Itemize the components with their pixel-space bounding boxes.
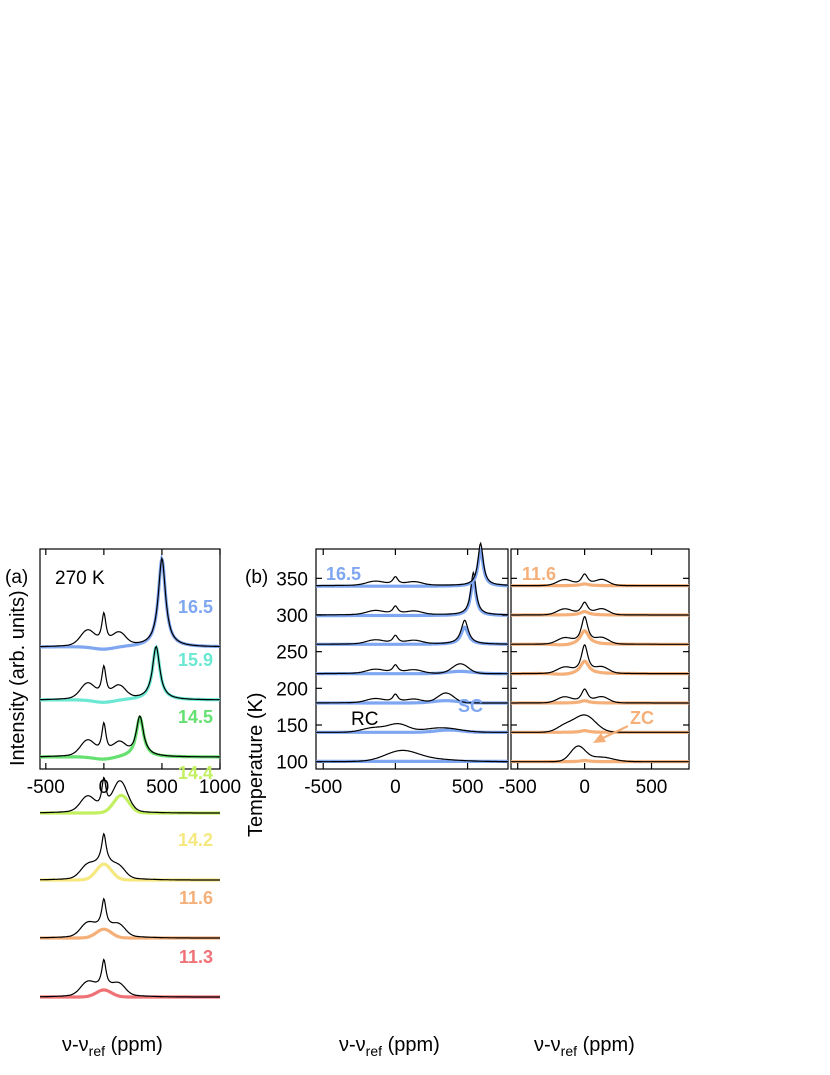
rc-annotation: RC bbox=[351, 709, 378, 730]
panel-b2-spectrum-300K bbox=[511, 601, 689, 616]
panel-a: 16.5 15.9 14.5 14.4 14.2 11.6 11.3 -500 0 500 100… bbox=[5, 548, 241, 1059]
panel-a-xticks: -500 0 500 1000 bbox=[27, 549, 241, 798]
panel-b2-xlabel-main: ν-ν bbox=[534, 1034, 561, 1056]
panel-b2-spectrum-180K bbox=[511, 688, 689, 704]
panel-a-xlabel-main: ν-ν bbox=[62, 1034, 89, 1056]
series-label-16.5: 16.5 bbox=[178, 597, 213, 617]
series-label-14.2: 14.2 bbox=[178, 830, 213, 850]
series-11.3-spectrum bbox=[40, 958, 220, 998]
panel-b2-xtick-label: 0 bbox=[579, 777, 590, 798]
panel-b2-xtick-label: 500 bbox=[636, 777, 668, 798]
panel-b1-spectrum-340K bbox=[316, 541, 508, 587]
panel-b1-xtick-label: -500 bbox=[304, 777, 342, 798]
panel-b1-xlabel-unit: (ppm) bbox=[382, 1034, 440, 1056]
panel-b1-spectrum-300K bbox=[316, 570, 508, 616]
series-label-15.9: 15.9 bbox=[178, 650, 213, 670]
panel-b2-xlabel-sub: ref bbox=[561, 1043, 577, 1059]
series-14.4-spectrum bbox=[40, 776, 220, 814]
panel-b1-ytick-label: 150 bbox=[276, 716, 308, 737]
series-label-14.5: 14.5 bbox=[178, 707, 213, 727]
panel-a-xlabel-sub: ref bbox=[89, 1043, 105, 1059]
panel-b1-component-300K bbox=[316, 575, 508, 618]
panel-b2-xticks: -500 0 500 bbox=[499, 549, 668, 798]
panel-b1-ytick-label: 250 bbox=[276, 643, 308, 664]
series-14.2-component bbox=[40, 862, 220, 882]
panel-b1-component-340K bbox=[316, 546, 509, 588]
panel-b1-xlabel-main: ν-ν bbox=[339, 1034, 366, 1056]
panel-b1-spectrum-140K bbox=[316, 723, 508, 733]
panel-b1-xtick-label: 0 bbox=[390, 777, 401, 798]
zc-annotation: ZC bbox=[630, 708, 654, 728]
series-16.5-spectrum bbox=[40, 556, 220, 648]
panel-b1-series-label: 16.5 bbox=[326, 564, 361, 584]
panel-b2-spectrum-140K bbox=[511, 714, 689, 733]
series-14.2-spectrum bbox=[40, 832, 220, 881]
panel-b2-frame bbox=[510, 548, 690, 770]
panel-b1-curves bbox=[316, 541, 509, 763]
series-label-14.4: 14.4 bbox=[178, 763, 213, 783]
panel-a-xtick-label: 0 bbox=[99, 777, 110, 798]
series-label-11.6: 11.6 bbox=[179, 888, 213, 908]
panel-a-temperature-label: 270 K bbox=[55, 568, 105, 589]
panel-a-label: (a) bbox=[5, 567, 28, 588]
panel-b1-spectrum-260K bbox=[316, 619, 508, 645]
panel-b2-xlabel: ν-νref (ppm) bbox=[534, 1034, 635, 1059]
panel-b2-series-label: 11.6 bbox=[522, 564, 556, 584]
panel-b1-xticks: -500 0 500 bbox=[304, 549, 483, 798]
sc-annotation: SC bbox=[458, 696, 483, 716]
zc-arrow-head bbox=[593, 733, 606, 743]
panel-b1-spectrum-220K bbox=[316, 663, 508, 675]
panel-a-xtick-label: -500 bbox=[27, 777, 65, 798]
panel-b2-component-260K bbox=[511, 629, 689, 647]
panel-b2: -500 0 500 11.6 ZC ν-νref (ppm) bbox=[499, 548, 690, 1059]
panel-b1-yticks: 100 150 200 250 300 350 bbox=[276, 569, 689, 774]
panel-b2-curves bbox=[511, 573, 689, 764]
panel-a-xtick-label: 1000 bbox=[199, 777, 241, 798]
panel-b2-component-220K bbox=[511, 659, 689, 676]
panel-b-label: (b) bbox=[245, 567, 268, 588]
series-15.9-spectrum bbox=[40, 645, 220, 701]
panel-b2-spectrum-340K bbox=[511, 573, 689, 587]
panel-b2-xlabel-unit: (ppm) bbox=[577, 1034, 635, 1056]
panel-b2-spectrum-100K bbox=[511, 745, 689, 763]
panel-b1-ytick-label: 300 bbox=[276, 606, 308, 627]
panel-a-xlabel-unit: (ppm) bbox=[105, 1034, 163, 1056]
panel-b2-spectrum-220K bbox=[511, 644, 689, 675]
panel-b1-frame bbox=[315, 548, 509, 770]
panel-b1-spectrum-100K bbox=[316, 749, 508, 763]
panel-b2-xtick-label: -500 bbox=[499, 777, 537, 798]
panel-b1-xtick-label: 500 bbox=[452, 777, 484, 798]
panel-b1-ylabel: Temperature (K) bbox=[245, 693, 267, 838]
zc-arrow-line bbox=[602, 725, 629, 739]
panel-b1-ytick-label: 350 bbox=[276, 569, 308, 590]
panel-b1-spectrum-180K bbox=[316, 692, 508, 704]
panel-b2-spectrum-260K bbox=[511, 616, 689, 645]
panel-b1-ytick-label: 200 bbox=[276, 679, 308, 700]
series-11.6-spectrum bbox=[40, 897, 220, 939]
series-label-11.3: 11.3 bbox=[179, 947, 213, 967]
panel-a-ylabel: Intensity (arb. units) bbox=[7, 590, 29, 766]
panel-b1-ytick-label: 100 bbox=[276, 753, 308, 774]
panel-a-frame bbox=[39, 548, 221, 770]
series-14.5-spectrum bbox=[40, 715, 220, 758]
panel-b1-xlabel-sub: ref bbox=[366, 1043, 382, 1059]
panel-a-xlabel: ν-νref (ppm) bbox=[62, 1034, 163, 1059]
panel-a-xtick-label: 500 bbox=[146, 777, 178, 798]
panel-b1-xlabel: ν-νref (ppm) bbox=[339, 1034, 440, 1059]
panel-a-curves: 16.5 15.9 14.5 14.4 14.2 11.6 11.3 bbox=[40, 553, 220, 999]
